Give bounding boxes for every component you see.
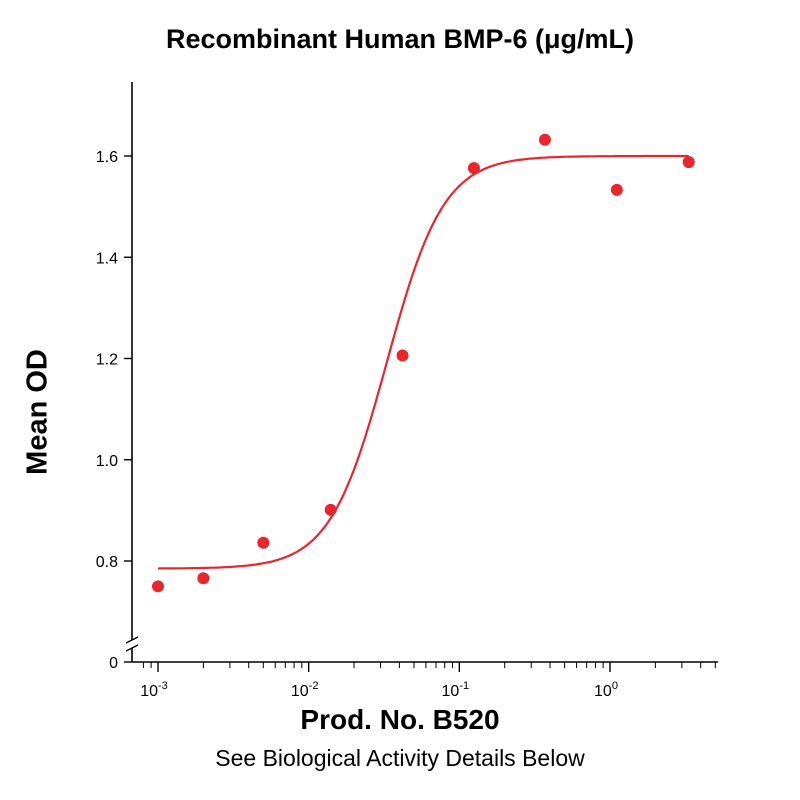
y-axis-break-mark: [125, 636, 139, 644]
data-point: [396, 349, 409, 362]
activity-note: See Biological Activity Details Below: [215, 745, 585, 771]
y-tick-label: 1.6: [96, 149, 118, 166]
data-point: [257, 536, 270, 549]
data-point: [682, 156, 695, 169]
data-point: [467, 162, 480, 175]
data-point: [538, 133, 551, 146]
data-point: [610, 183, 623, 196]
data-point: [197, 572, 210, 585]
x-tick-label: 10-1: [442, 680, 470, 700]
fit-curve: [157, 154, 689, 570]
x-tick-label: 10-2: [291, 680, 319, 700]
data-point: [324, 503, 337, 516]
x-tick-label: 10-3: [140, 680, 168, 700]
product-number: Prod. No. B520: [300, 704, 500, 735]
data-point: [152, 580, 164, 593]
x-tick-label: 100: [594, 680, 618, 700]
y-axis-break-mark: [125, 644, 139, 652]
y-tick-label: 0: [109, 655, 118, 672]
chart-title: Recombinant Human BMP-6 (μg/mL): [165, 24, 635, 54]
y-tick-label: 1.4: [96, 250, 118, 267]
y-tick-label: 1.2: [96, 352, 118, 369]
y-tick-label: 0.8: [96, 554, 118, 571]
y-tick-label: 1.0: [96, 453, 118, 470]
